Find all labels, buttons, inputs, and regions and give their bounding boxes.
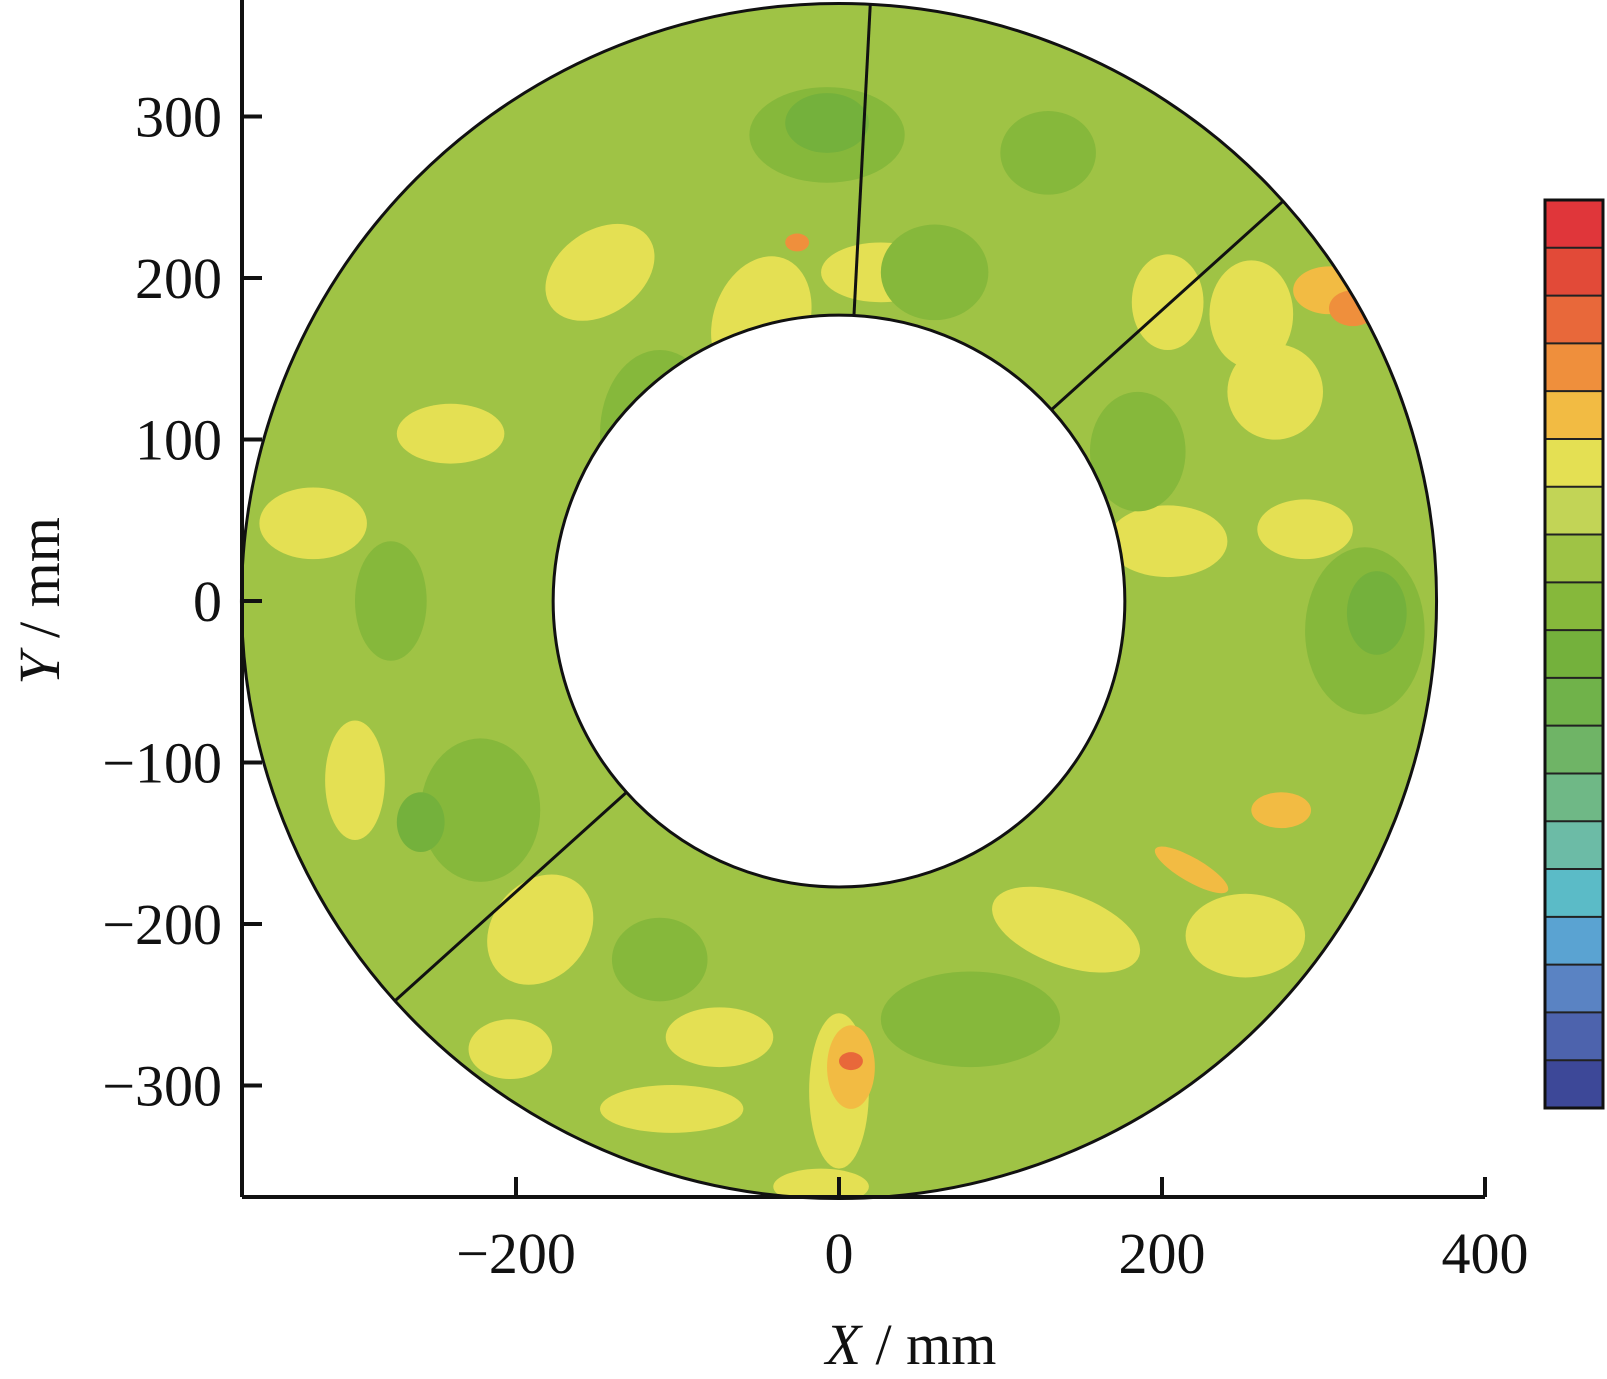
colorbar-swatch (1545, 916, 1603, 966)
contour-region (785, 93, 869, 153)
colorbar-swatch (1545, 343, 1603, 392)
contour-region (785, 233, 810, 252)
y-axis-title: Y / mm (7, 517, 72, 685)
colorbar-swatch (1545, 677, 1603, 727)
contour-region (611, 917, 708, 1002)
contour-region (599, 1085, 744, 1133)
x-tick-label: 200 (1119, 1221, 1206, 1286)
colorbar-swatch (1545, 821, 1603, 870)
plot-area (239, 2, 1439, 1200)
segment-boundary-line (852, 4, 872, 316)
y-axis-ticks: 300 200 100 0 −100 −200 −300 (102, 85, 262, 1119)
colorbar-swatch (1545, 438, 1603, 488)
contour-field (241, 3, 1437, 1199)
colorbar-swatch (1545, 582, 1603, 631)
contour-region (880, 971, 1061, 1068)
contour-region (1257, 499, 1353, 560)
colorbar-swatch (1545, 725, 1603, 774)
colorbar (1543, 198, 1605, 1110)
contour-region (259, 487, 367, 560)
segment-boundary-line (393, 791, 628, 1002)
y-tick-label: 200 (135, 246, 222, 311)
contour-region (1131, 254, 1204, 351)
contour-region (1089, 391, 1186, 512)
contour-region (468, 1019, 553, 1080)
contour-region (839, 1052, 863, 1071)
contour-region (665, 1007, 774, 1068)
contour-region (1107, 505, 1228, 578)
x-axis-variable: X (824, 1312, 864, 1377)
colorbar-swatch (1545, 486, 1603, 536)
x-tick-label: 400 (1442, 1221, 1529, 1286)
contour-region (487, 874, 594, 985)
colorbar-swatch (1545, 1060, 1603, 1109)
y-axis-variable: Y (7, 647, 72, 685)
colorbar-frame (1543, 198, 1605, 1110)
contour-region (1227, 344, 1324, 440)
contour-region (1154, 846, 1229, 894)
colorbar-swatch (1545, 200, 1603, 249)
contour-region (880, 224, 989, 321)
contour-region (1209, 260, 1294, 368)
y-tick-label: 0 (193, 569, 222, 634)
colorbar-swatch (1545, 1012, 1603, 1061)
contour-region (599, 350, 720, 518)
contour-region (396, 403, 505, 464)
colorbar-swatch (1545, 391, 1603, 440)
x-axis-ticks: −200 0 200 400 (456, 1177, 1529, 1286)
x-axis-title: X / mm (824, 1312, 997, 1377)
y-tick-label: −200 (102, 892, 222, 957)
y-tick-label: −300 (102, 1054, 222, 1119)
contour-region (1346, 571, 1407, 655)
x-tick-label: −200 (456, 1221, 576, 1286)
y-tick-label: −100 (102, 731, 222, 796)
y-tick-label: 300 (135, 85, 222, 150)
axes: −200 0 200 400 300 200 100 0 −100 −200 −300 (102, 0, 1529, 1286)
contour-region (1251, 792, 1312, 829)
colorbar-swatch (1545, 534, 1603, 583)
segment-boundaries (393, 4, 1285, 1002)
colorbar-swatch (1545, 869, 1603, 918)
contour-region (992, 886, 1141, 973)
colorbar-swatch (1545, 773, 1603, 822)
colorbar-swatch (1545, 964, 1603, 1013)
x-tick-label: 0 (825, 1221, 854, 1286)
colorbar-swatch (1545, 295, 1603, 344)
colorbar-swatch (1545, 247, 1603, 297)
contour-region (396, 792, 445, 852)
colorbar-swatch (1545, 630, 1603, 679)
annulus-outline (239, 2, 1439, 1200)
y-axis-unit: / mm (7, 517, 72, 652)
contour-region (1000, 111, 1096, 195)
contour-region (354, 541, 427, 661)
contour-region (420, 738, 541, 882)
x-axis-unit: / mm (861, 1312, 996, 1377)
contour-region (1185, 893, 1306, 978)
contour-region (325, 720, 385, 841)
contour-region (545, 223, 655, 321)
y-tick-label: 100 (135, 408, 222, 473)
segment-boundary-line (1050, 200, 1285, 411)
